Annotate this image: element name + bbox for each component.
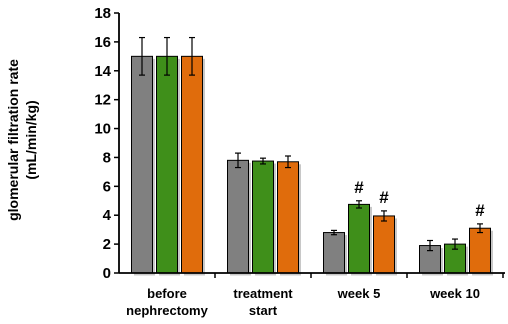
y-tick-label: 6: [103, 178, 111, 195]
bar: [323, 232, 345, 274]
bar: [131, 55, 153, 274]
y-tick-label: 2: [103, 236, 111, 253]
bar: [227, 159, 249, 274]
bar: [373, 215, 395, 274]
significance-marker: #: [354, 178, 364, 197]
bar: [277, 161, 299, 274]
y-axis-label-line: glomerular filtration rate: [5, 59, 21, 221]
x-categories: before nephrectomy treatment start week 5 wee…: [126, 286, 480, 318]
y-axis-label: glomerular filtration rate (mL/min/kg): [5, 59, 39, 221]
bar: [156, 55, 178, 274]
y-tick-label: 4: [103, 207, 112, 224]
bar: [469, 227, 491, 274]
y-axis-label-line: (mL/min/kg): [23, 100, 39, 179]
category-label: start: [249, 303, 278, 318]
significance-marker: #: [475, 201, 485, 220]
y-tick-label: 16: [94, 34, 111, 51]
category-label: treatment: [233, 286, 293, 301]
y-tick-label: 0: [103, 265, 111, 282]
annotations: # # #: [354, 178, 485, 220]
bar: [252, 160, 274, 274]
category-label: before: [147, 286, 187, 301]
bar: [181, 55, 203, 274]
bars: [131, 36, 493, 276]
axes: [118, 13, 505, 278]
category-label: week 5: [337, 286, 381, 301]
significance-marker: #: [379, 188, 389, 207]
y-ticks: 0 2 4 6 8 10 12 14 16 18: [94, 5, 119, 282]
y-tick-label: 14: [94, 63, 111, 80]
y-tick-label: 8: [103, 149, 111, 166]
category-label: week 10: [429, 286, 480, 301]
category-label: nephrectomy: [126, 303, 208, 318]
y-tick-label: 12: [94, 92, 111, 109]
y-tick-label: 10: [94, 121, 111, 138]
bar: [348, 203, 370, 274]
y-tick-label: 18: [94, 5, 111, 22]
